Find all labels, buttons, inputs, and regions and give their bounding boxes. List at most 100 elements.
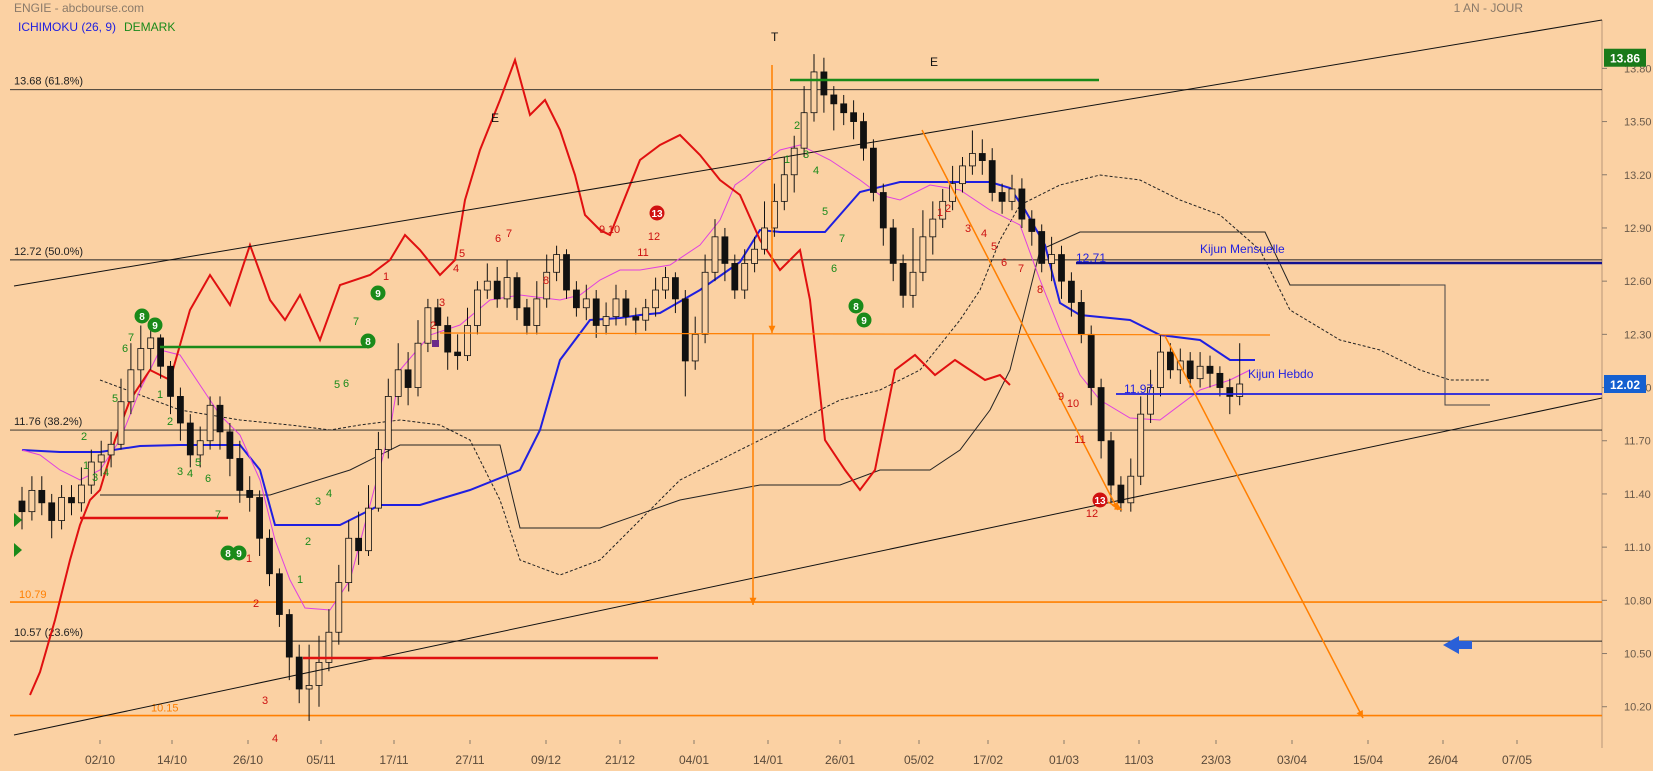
candle[interactable]	[394, 343, 402, 406]
candle[interactable]	[1216, 366, 1224, 397]
candle[interactable]	[454, 334, 462, 370]
candle[interactable]	[879, 183, 887, 246]
candle[interactable]	[266, 529, 273, 587]
candle[interactable]	[810, 54, 818, 122]
candle[interactable]	[315, 635, 323, 707]
candle[interactable]	[176, 387, 184, 441]
candle[interactable]	[1226, 378, 1234, 415]
candle[interactable]	[236, 440, 244, 503]
candle[interactable]	[1236, 343, 1244, 406]
candle[interactable]	[1068, 272, 1075, 317]
candle[interactable]	[424, 298, 432, 353]
candle[interactable]	[503, 259, 511, 308]
candle[interactable]	[464, 307, 471, 361]
candle[interactable]	[612, 284, 620, 326]
candle[interactable]	[919, 210, 927, 282]
candle[interactable]	[711, 219, 719, 282]
candle[interactable]	[285, 609, 293, 681]
candle[interactable]	[1157, 334, 1164, 397]
candle[interactable]	[1087, 325, 1095, 406]
candle[interactable]	[988, 148, 996, 202]
candle[interactable]	[78, 467, 85, 512]
candle[interactable]	[18, 486, 26, 530]
candle[interactable]	[632, 307, 640, 335]
candle[interactable]	[1008, 174, 1016, 211]
candle[interactable]	[820, 57, 828, 113]
candle[interactable]	[434, 298, 442, 344]
candle[interactable]	[939, 188, 947, 228]
candle[interactable]	[959, 157, 966, 193]
candle[interactable]	[355, 511, 363, 565]
candle[interactable]	[533, 281, 541, 335]
candle[interactable]	[978, 139, 986, 175]
candle[interactable]	[1117, 476, 1125, 512]
candle[interactable]	[1038, 224, 1046, 273]
candle[interactable]	[800, 86, 808, 158]
candle[interactable]	[493, 266, 501, 308]
candle[interactable]	[1186, 352, 1194, 388]
candle[interactable]	[167, 360, 174, 415]
candle[interactable]	[662, 266, 669, 299]
candle[interactable]	[275, 568, 283, 627]
candle[interactable]	[256, 490, 264, 556]
candle[interactable]	[899, 254, 907, 308]
candle[interactable]	[672, 272, 679, 314]
candle[interactable]	[117, 378, 125, 450]
candle[interactable]	[1127, 458, 1135, 512]
candle[interactable]	[790, 135, 798, 193]
candle[interactable]	[1196, 352, 1204, 388]
candle[interactable]	[48, 493, 56, 539]
candle[interactable]	[563, 249, 570, 299]
candle[interactable]	[553, 245, 560, 282]
candle[interactable]	[691, 316, 699, 370]
candle[interactable]	[543, 254, 551, 308]
candle[interactable]	[1058, 245, 1065, 299]
candle[interactable]	[374, 431, 382, 512]
candle[interactable]	[1018, 178, 1026, 228]
candle[interactable]	[97, 440, 105, 477]
candle[interactable]	[741, 249, 749, 299]
candle[interactable]	[860, 112, 867, 161]
candle[interactable]	[592, 290, 600, 338]
candle[interactable]	[335, 564, 343, 645]
candle[interactable]	[701, 254, 709, 344]
candle[interactable]	[1077, 290, 1085, 344]
candle[interactable]	[137, 325, 145, 388]
candle[interactable]	[1167, 343, 1174, 379]
candle[interactable]	[929, 201, 937, 255]
candle[interactable]	[157, 334, 165, 379]
candle[interactable]	[38, 476, 46, 516]
candle[interactable]	[830, 86, 838, 131]
candle[interactable]	[652, 277, 659, 317]
candle[interactable]	[642, 298, 650, 331]
candle[interactable]	[889, 219, 897, 282]
candle[interactable]	[602, 302, 610, 335]
candle[interactable]	[58, 485, 65, 530]
candle[interactable]	[1048, 236, 1055, 282]
candle[interactable]	[751, 236, 758, 273]
candle[interactable]	[1097, 378, 1105, 459]
candle[interactable]	[681, 290, 689, 397]
candle[interactable]	[1206, 355, 1214, 388]
candle[interactable]	[68, 485, 75, 516]
candle[interactable]	[969, 130, 976, 175]
candle[interactable]	[622, 290, 630, 326]
candle[interactable]	[384, 378, 392, 459]
candle[interactable]	[850, 100, 857, 140]
candle[interactable]	[780, 157, 788, 211]
candle[interactable]	[513, 272, 521, 321]
candle[interactable]	[246, 476, 254, 512]
candle[interactable]	[186, 414, 194, 468]
candle[interactable]	[444, 316, 452, 370]
candle[interactable]	[909, 227, 917, 308]
candle[interactable]	[1137, 396, 1145, 486]
candle[interactable]	[414, 320, 422, 397]
candle[interactable]	[325, 609, 333, 672]
candle[interactable]	[582, 284, 590, 321]
candle[interactable]	[1028, 210, 1036, 246]
candle[interactable]	[107, 431, 115, 468]
candle[interactable]	[573, 281, 580, 317]
candle[interactable]	[473, 281, 481, 335]
candle[interactable]	[226, 423, 234, 477]
